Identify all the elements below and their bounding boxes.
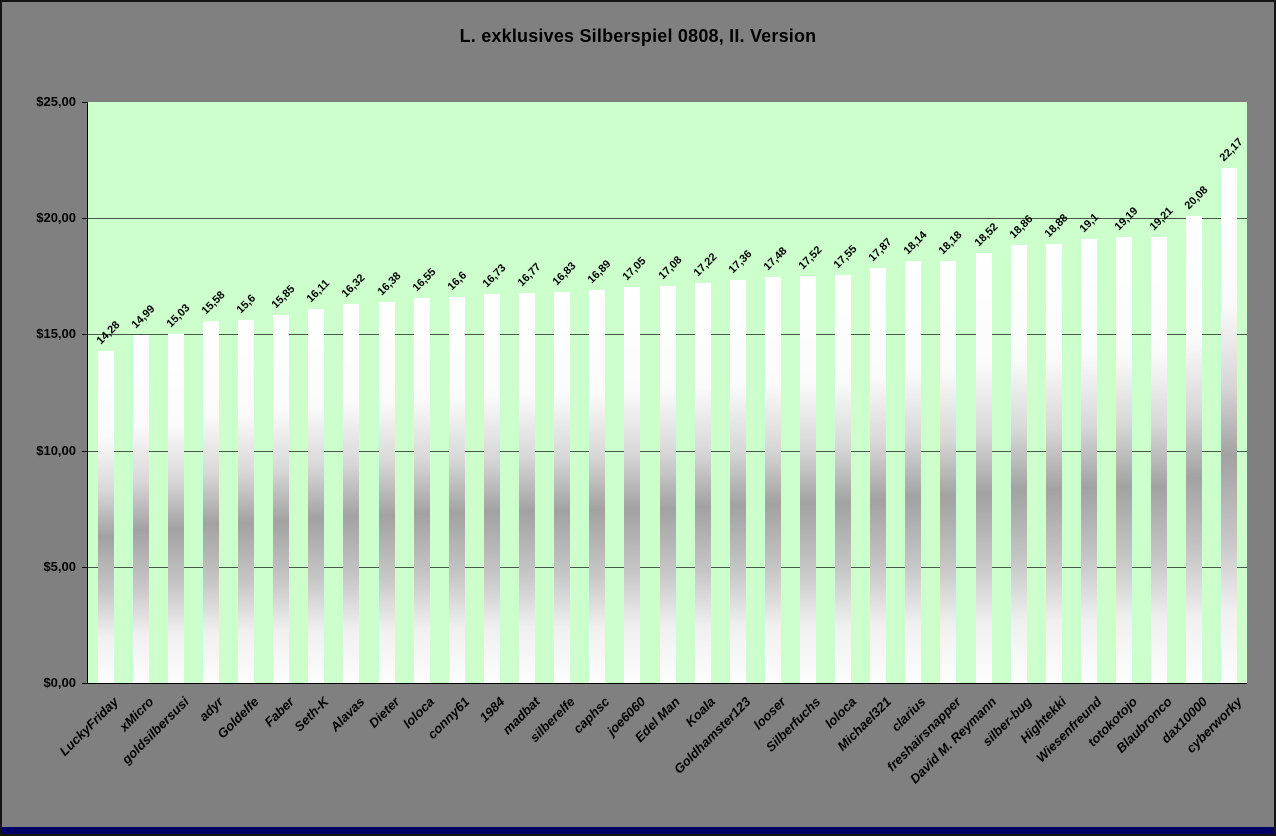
bar-value-label: 18,86	[1007, 212, 1036, 241]
axis-tick	[82, 566, 87, 568]
bar	[624, 286, 641, 683]
bar	[308, 308, 325, 683]
bar	[975, 252, 992, 683]
bar-value-label: 14,99	[129, 302, 158, 331]
y-axis-label: $15,00	[36, 326, 76, 342]
bar	[97, 351, 114, 683]
x-axis: LuckyFriday xMicro goldsilbersusi adyr Golde…	[56, 686, 1247, 834]
bar-value-label: 14,28	[94, 319, 123, 348]
x-axis-label: Alavas	[326, 694, 368, 735]
bar	[519, 293, 535, 683]
bar	[1151, 236, 1168, 683]
axis-tick	[82, 218, 87, 220]
x-axis-label: LuckyFriday	[56, 694, 122, 759]
chart-title: L. exklusives Silberspiel 0808, II. Vers…	[459, 26, 817, 46]
bar-value-label: 17,36	[726, 247, 755, 276]
bar	[659, 286, 676, 683]
bar	[238, 320, 255, 683]
bar-value-label: 15,03	[164, 301, 193, 330]
y-axis-label: $5,00	[43, 558, 76, 574]
bar	[448, 297, 465, 683]
bottom-window-edge	[2, 827, 1274, 834]
bar-value-label: 22,17	[1217, 135, 1246, 164]
x-axis-label: adyr	[196, 694, 227, 725]
bar-value-label: 15,58	[199, 288, 228, 317]
bar-value-label: 20,08	[1182, 184, 1211, 213]
bar	[940, 260, 957, 683]
gridline	[88, 218, 1247, 220]
plot-area: 14,28 14,99 15,03 15,58 15,6 15,85 16,11 16,32 1…	[87, 102, 1247, 684]
bar-value-label: 17,22	[691, 250, 720, 279]
bar-value-label: 16,38	[375, 270, 403, 299]
bar-value-label: 16,73	[480, 262, 509, 291]
bar	[729, 279, 746, 683]
bar	[1186, 216, 1203, 683]
bar	[132, 334, 149, 683]
bar-value-label: 19,1	[1077, 211, 1102, 236]
bar	[202, 320, 219, 683]
bar-value-label: 17,55	[831, 243, 860, 272]
bar	[1010, 244, 1027, 683]
bar-value-label: 15,85	[269, 282, 298, 311]
y-axis-label: $10,00	[36, 442, 76, 458]
y-axis-label: $20,00	[36, 210, 76, 226]
bar-value-label: 17,05	[620, 254, 649, 283]
bar	[273, 314, 290, 683]
bar	[343, 303, 360, 683]
bar-value-label: 16,32	[339, 271, 368, 300]
bar	[1221, 167, 1238, 683]
bar-value-label: 16,89	[585, 258, 614, 287]
bar-value-label: 18,52	[972, 220, 1001, 249]
bar	[483, 294, 500, 683]
bar	[1080, 239, 1097, 683]
bar-value-label: 18,14	[901, 229, 930, 258]
bar-value-label: 16,6	[445, 269, 469, 294]
bar-value-label: 16,77	[515, 261, 544, 290]
bar	[378, 302, 395, 683]
bar-value-label: 18,18	[936, 228, 965, 257]
bar-value-label: 17,87	[866, 235, 895, 264]
axis-tick	[82, 683, 87, 684]
bar	[1116, 237, 1133, 683]
bar	[554, 291, 571, 683]
axis-tick	[82, 102, 87, 103]
y-axis: $25,00 $20,00 $15,00 $10,00 $5,00 $0,00	[2, 94, 87, 690]
bar-value-label: 15,6	[234, 292, 259, 317]
bar-value-label: 16,55	[410, 266, 439, 295]
bar-value-label: 17,52	[796, 243, 825, 272]
axis-tick	[82, 450, 87, 452]
bar	[905, 261, 922, 683]
x-axis-label: 1984	[476, 694, 508, 726]
bar	[764, 276, 781, 683]
x-axis-label: Dieter	[365, 694, 403, 731]
bar	[835, 275, 852, 683]
bar	[694, 282, 711, 683]
bar-value-label: 18,88	[1042, 212, 1071, 241]
x-axis-label: Seth-K	[291, 694, 332, 735]
bar	[870, 267, 887, 683]
bar	[589, 290, 606, 683]
bar	[167, 333, 184, 683]
bar-value-label: 16,83	[550, 259, 579, 288]
axis-tick	[82, 334, 87, 336]
bar-value-label: 16,11	[304, 277, 333, 305]
y-axis-label: $25,00	[36, 94, 76, 109]
bar	[799, 275, 816, 683]
bar-value-label: 17,08	[656, 254, 684, 283]
y-axis-label: $0,00	[43, 675, 76, 690]
bar	[1045, 244, 1062, 683]
bar	[413, 298, 430, 683]
bar-value-label: 17,48	[761, 244, 790, 273]
